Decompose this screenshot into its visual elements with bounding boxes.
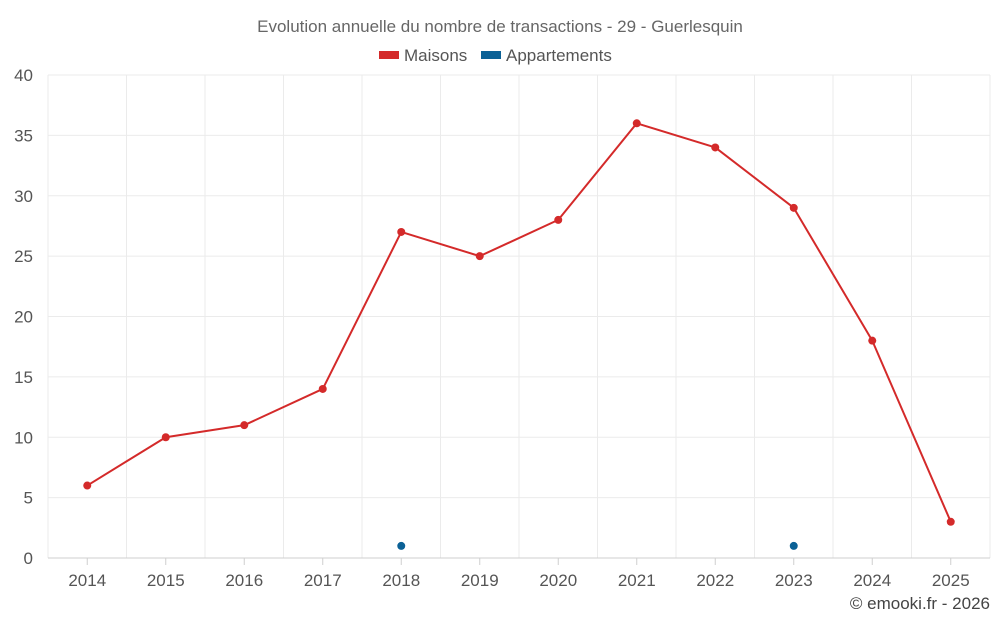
data-point-appartements-2018[interactable] xyxy=(397,541,406,550)
x-tick-label: 2015 xyxy=(147,571,185,590)
data-point-maisons-2017[interactable] xyxy=(318,384,327,393)
x-tick-label: 2021 xyxy=(618,571,656,590)
y-tick-label: 20 xyxy=(14,308,33,327)
x-axis: 2014 2015 2016 2017 2018 2019 2020 2021 2022 2023… xyxy=(48,557,990,590)
y-tick-label: 0 xyxy=(24,549,33,568)
y-tick-label: 40 xyxy=(14,66,33,85)
data-point-maisons-2016[interactable] xyxy=(240,421,249,430)
data-point-maisons-2018[interactable] xyxy=(397,227,406,236)
data-point-maisons-2023[interactable] xyxy=(789,203,798,212)
x-tick-label: 2019 xyxy=(461,571,499,590)
series-layer xyxy=(83,119,955,550)
y-tick-label: 25 xyxy=(14,247,33,266)
x-tick-label: 2024 xyxy=(853,571,891,590)
x-tick-label: 2025 xyxy=(932,571,970,590)
legend-swatch-appartements xyxy=(481,51,501,59)
data-point-maisons-2014[interactable] xyxy=(83,481,92,490)
data-point-maisons-2021[interactable] xyxy=(632,119,641,128)
x-tick-label: 2018 xyxy=(382,571,420,590)
data-point-maisons-2015[interactable] xyxy=(161,433,170,442)
x-tick-label: 2014 xyxy=(68,571,106,590)
x-tick-label: 2020 xyxy=(539,571,577,590)
data-point-maisons-2025[interactable] xyxy=(946,517,955,526)
x-tick-label: 2023 xyxy=(775,571,813,590)
legend-label-appartements[interactable]: Appartements xyxy=(506,46,612,65)
series-line-maisons xyxy=(86,122,952,523)
data-point-maisons-2020[interactable] xyxy=(554,215,563,224)
x-tick-label: 2022 xyxy=(696,571,734,590)
x-tick-label: 2016 xyxy=(225,571,263,590)
data-point-maisons-2024[interactable] xyxy=(868,336,877,345)
data-point-maisons-2022[interactable] xyxy=(711,143,720,152)
data-point-maisons-2019[interactable] xyxy=(475,252,484,261)
y-tick-label: 5 xyxy=(24,489,33,508)
y-tick-label: 35 xyxy=(14,126,33,145)
y-tick-label: 30 xyxy=(14,187,33,206)
legend: Maisons Appartements xyxy=(379,46,612,65)
series-appartements xyxy=(397,541,798,550)
data-point-appartements-2023[interactable] xyxy=(789,541,798,550)
chart-title: Evolution annuelle du nombre de transact… xyxy=(257,17,743,36)
grid xyxy=(47,74,991,558)
series-maisons xyxy=(83,119,955,526)
legend-swatch-maisons xyxy=(379,51,399,59)
y-tick-label: 15 xyxy=(14,368,33,387)
y-axis: 0 5 10 15 20 25 30 35 40 xyxy=(14,66,33,568)
credit-text: © emooki.fr - 2026 xyxy=(850,594,990,613)
legend-label-maisons[interactable]: Maisons xyxy=(404,46,467,65)
x-tick-label: 2017 xyxy=(304,571,342,590)
y-tick-label: 10 xyxy=(14,428,33,447)
